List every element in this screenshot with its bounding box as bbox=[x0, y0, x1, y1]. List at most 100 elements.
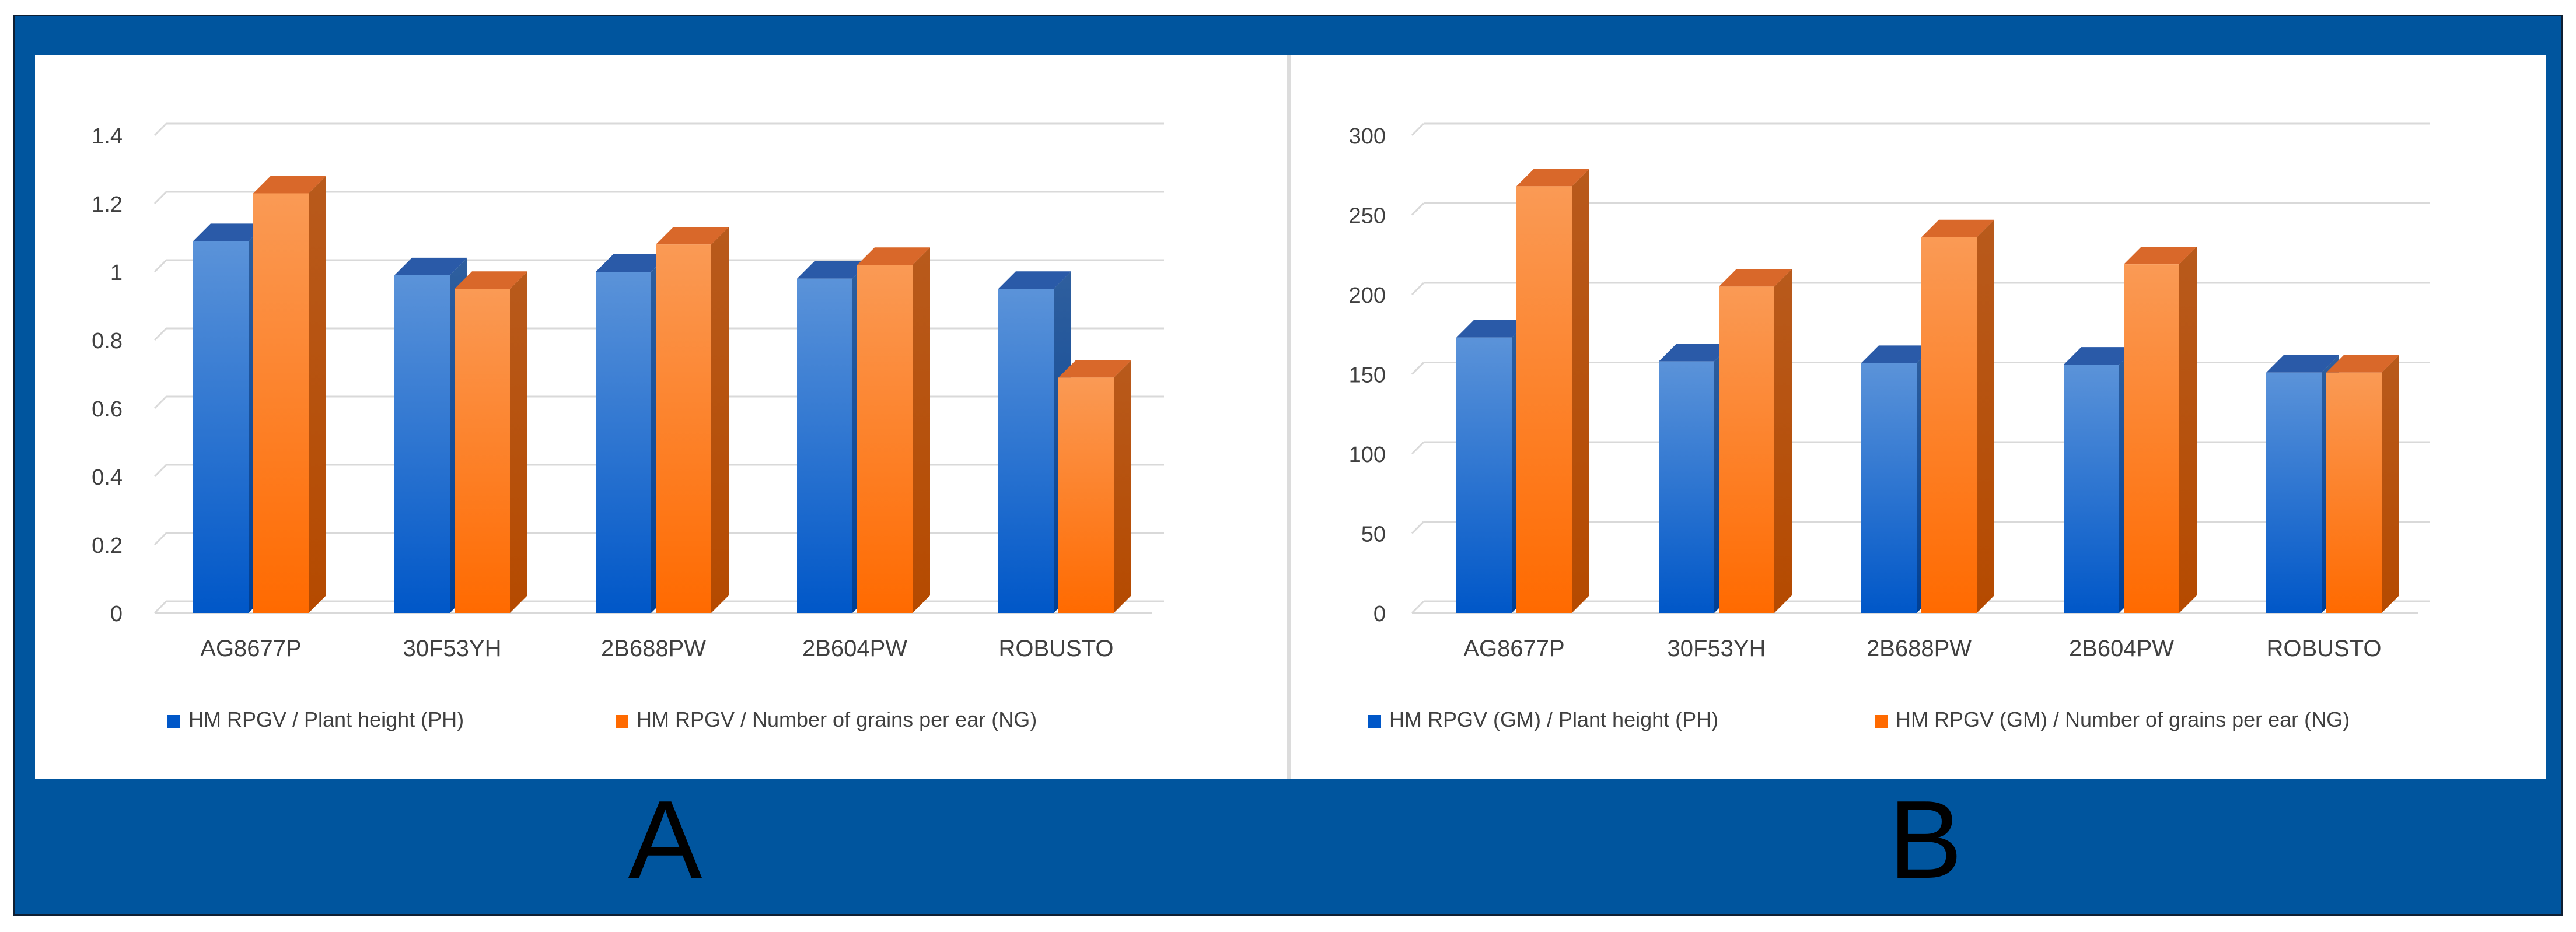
x-tick-label-b: 2B688PW bbox=[1867, 636, 1972, 661]
legend-label-b-orange: HM RPGV (GM) / Number of grains per ear … bbox=[1896, 707, 2350, 731]
bar-b-blue-30f53yh bbox=[1659, 361, 1714, 613]
bar-top-b-blue bbox=[2064, 347, 2137, 365]
y-tick-label-a: 0.6 bbox=[92, 397, 123, 422]
bar-top-b-orange bbox=[2326, 355, 2399, 373]
y-tick-label-a: 1.4 bbox=[92, 124, 123, 149]
bar-top-a-orange bbox=[857, 247, 930, 265]
bar-a-orange-2b688pw bbox=[656, 244, 711, 613]
bar-a-orange-ag8677p bbox=[253, 193, 309, 613]
bar-side-b-orange bbox=[1572, 169, 1589, 613]
bar-b-orange-30f53yh bbox=[1719, 286, 1774, 614]
bar-top-b-orange bbox=[1921, 219, 1994, 237]
x-tick-label-b: AG8677P bbox=[1463, 636, 1564, 661]
y-tick-label-b: 200 bbox=[1349, 283, 1386, 308]
bar-side-a-orange bbox=[711, 227, 729, 613]
bar-a-orange-2b604pw bbox=[857, 265, 913, 613]
y-tick-label-a: 0.4 bbox=[92, 465, 123, 490]
y-tick-label-b: 150 bbox=[1349, 363, 1386, 388]
bar-a-blue-30f53yh bbox=[394, 275, 450, 614]
gridline-depth-a bbox=[153, 395, 167, 409]
bar-top-b-orange bbox=[1719, 269, 1792, 287]
legend-label-a-orange: HM RPGV / Number of grains per ear (NG) bbox=[637, 707, 1037, 731]
bar-a-orange-30f53yh bbox=[455, 289, 510, 613]
gridline-depth-b bbox=[1411, 122, 1425, 136]
x-tick-label-b: ROBUSTO bbox=[2266, 636, 2381, 661]
bar-top-a-blue bbox=[998, 271, 1071, 289]
gridline-depth-a bbox=[153, 259, 167, 273]
legend-swatch-a-blue bbox=[167, 715, 180, 728]
bar-top-b-orange bbox=[1516, 169, 1589, 187]
bar-side-b-orange bbox=[2179, 247, 2197, 613]
x-tick-label-b: 2B604PW bbox=[2069, 636, 2174, 661]
bar-a-blue-2b604pw bbox=[797, 278, 852, 613]
legend-swatch-a-orange bbox=[616, 715, 628, 728]
legend-swatch-b-orange bbox=[1875, 715, 1888, 728]
y-tick-label-a: 0.8 bbox=[92, 329, 123, 353]
gridline-depth-a bbox=[153, 191, 167, 205]
bar-top-b-blue bbox=[1659, 344, 1732, 362]
bar-side-b-orange bbox=[1774, 269, 1792, 614]
legend-label-a-blue: HM RPGV / Plant height (PH) bbox=[188, 707, 464, 731]
bar-b-blue-2b604pw bbox=[2064, 365, 2119, 613]
y-tick-label-a: 1 bbox=[110, 261, 123, 285]
bar-top-a-blue bbox=[193, 223, 266, 241]
bar-top-a-blue bbox=[797, 261, 870, 279]
panel-label-b: B bbox=[1888, 778, 1963, 902]
gridline-depth-a bbox=[153, 600, 167, 614]
bar-side-b-orange bbox=[2382, 355, 2399, 613]
bar-a-blue-ag8677p bbox=[193, 241, 249, 614]
bar-top-a-orange bbox=[253, 176, 326, 194]
y-tick-label-b: 100 bbox=[1349, 443, 1386, 467]
gridline-depth-a bbox=[153, 327, 167, 341]
gridline-depth-b bbox=[1411, 362, 1425, 375]
y-tick-label-a: 0.2 bbox=[92, 534, 123, 558]
bar-b-blue-robusto bbox=[2266, 372, 2322, 613]
bar-b-orange-robusto bbox=[2326, 372, 2382, 613]
x-tick-label-a: 2B688PW bbox=[601, 636, 706, 661]
bar-top-b-orange bbox=[2124, 247, 2197, 265]
y-tick-label-a: 0 bbox=[110, 602, 123, 626]
y-tick-label-b: 250 bbox=[1349, 204, 1386, 229]
gridline-depth-b bbox=[1411, 521, 1425, 534]
bar-b-orange-ag8677p bbox=[1516, 186, 1572, 613]
bar-side-a-orange bbox=[1114, 360, 1131, 613]
gridline-depth-b bbox=[1411, 282, 1425, 296]
gridline-depth-b bbox=[1411, 441, 1425, 455]
bar-top-b-blue bbox=[1861, 345, 1934, 363]
gridline-depth-b bbox=[1411, 202, 1425, 216]
bar-top-a-orange bbox=[656, 227, 729, 245]
bar-a-blue-2b688pw bbox=[596, 272, 651, 613]
bar-side-a-orange bbox=[309, 176, 326, 613]
legend-swatch-b-blue bbox=[1368, 715, 1381, 728]
gridline-depth-a bbox=[153, 464, 167, 478]
x-tick-label-a: 2B604PW bbox=[802, 636, 907, 661]
bar-a-orange-robusto bbox=[1058, 377, 1114, 613]
bar-b-blue-2b688pw bbox=[1861, 363, 1917, 613]
bar-b-orange-2b604pw bbox=[2124, 264, 2179, 613]
panel-label-a: A bbox=[628, 778, 702, 902]
bar-b-orange-2b688pw bbox=[1921, 237, 1977, 614]
bar-side-a-orange bbox=[913, 247, 930, 613]
y-tick-label-b: 0 bbox=[1373, 602, 1386, 626]
bar-top-b-blue bbox=[2266, 355, 2339, 373]
gridline-depth-b bbox=[1411, 600, 1425, 614]
gridline-depth-a bbox=[153, 122, 167, 136]
x-tick-label-b: 30F53YH bbox=[1668, 636, 1766, 661]
bar-b-blue-ag8677p bbox=[1456, 337, 1512, 613]
y-tick-label-b: 50 bbox=[1361, 523, 1386, 547]
bar-top-a-orange bbox=[455, 271, 527, 289]
bar-top-b-blue bbox=[1456, 320, 1529, 338]
bar-side-b-orange bbox=[1977, 219, 1994, 614]
panel-divider bbox=[1287, 55, 1291, 779]
x-tick-label-a: AG8677P bbox=[200, 636, 301, 661]
gridline-depth-a bbox=[153, 532, 167, 546]
bar-a-blue-robusto bbox=[998, 289, 1054, 613]
bar-top-a-orange bbox=[1058, 360, 1131, 378]
legend-label-b-blue: HM RPGV (GM) / Plant height (PH) bbox=[1389, 707, 1718, 731]
bar-top-a-blue bbox=[394, 257, 467, 275]
x-tick-label-a: 30F53YH bbox=[403, 636, 502, 661]
y-tick-label-b: 300 bbox=[1349, 124, 1386, 149]
y-tick-label-a: 1.2 bbox=[92, 192, 123, 217]
bar-top-a-blue bbox=[596, 254, 669, 272]
